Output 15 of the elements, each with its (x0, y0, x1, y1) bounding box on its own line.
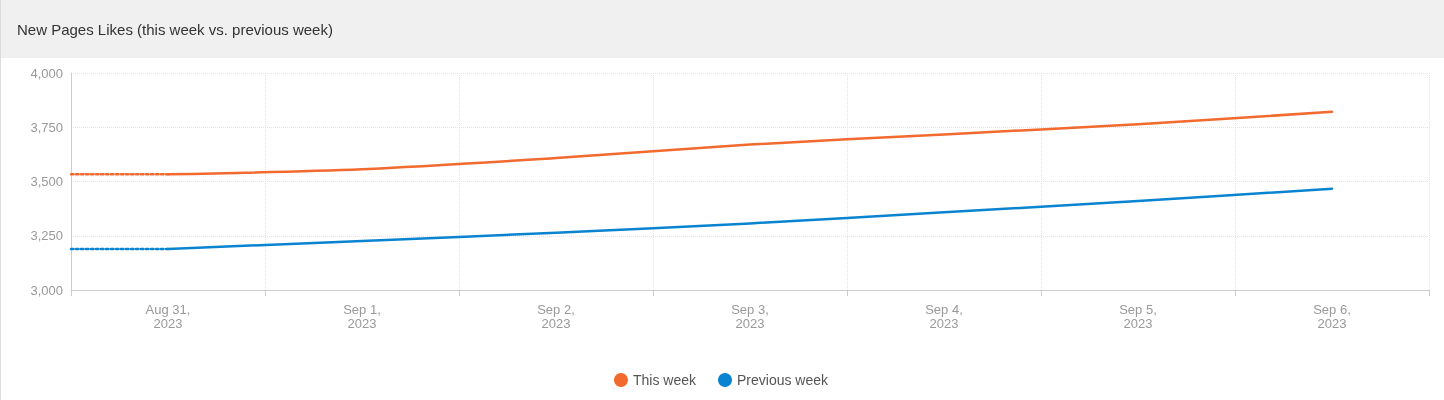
y-tick-label: 4,000 (30, 65, 63, 81)
y-tick-label: 3,750 (30, 119, 63, 135)
x-tick-label: Aug 31, 2023 (145, 301, 191, 331)
x-tick-label: Sep 6, 2023 (1313, 301, 1351, 331)
x-tick-label: Sep 2, 2023 (537, 301, 575, 331)
legend-label: This week (632, 372, 697, 388)
x-tick-label: Sep 1, 2023 (343, 301, 381, 331)
y-tick-label: 3,000 (30, 282, 63, 298)
legend-label: Previous week (736, 372, 830, 388)
y-tick-label: 3,500 (30, 174, 63, 189)
chart-title: New Pages Likes (this week vs. previous week) (1, 0, 1444, 58)
x-tick-label: Sep 5, 2023 (1119, 301, 1157, 331)
y-tick-label: 3,250 (30, 228, 63, 244)
x-tick-label: Sep 3, 2023 (731, 301, 769, 331)
x-tick-label: Sep 4, 2023 (925, 301, 963, 331)
